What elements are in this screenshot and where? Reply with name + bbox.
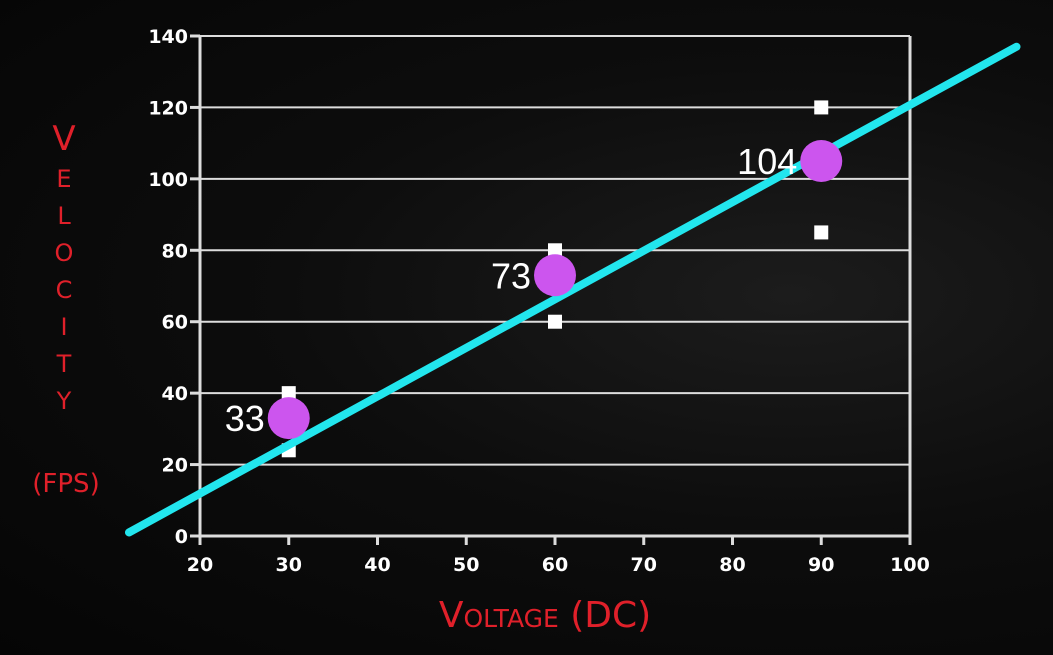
measurement-point-2 (548, 243, 562, 258)
x-tick-label-70: 70 (631, 554, 657, 576)
trendline-layer (125, 42, 1021, 537)
measurement-point-4 (814, 100, 829, 115)
average-label-0: 33 (225, 398, 265, 439)
y-tick-label-80: 80 (162, 240, 188, 262)
y-tick-label-140: 140 (148, 26, 188, 48)
y-axis-unit: (FPS) (32, 469, 99, 499)
y-tick-label-100: 100 (148, 169, 188, 191)
x-tick-label-30: 30 (276, 554, 302, 576)
x-tick-label-40: 40 (364, 554, 390, 576)
x-tick-label-60: 60 (542, 554, 568, 576)
x-tick-label-100: 100 (890, 554, 930, 576)
trendline (125, 42, 1021, 537)
average-point-0 (267, 397, 310, 440)
y-tick-label-40: 40 (162, 383, 188, 405)
average-point-1 (534, 254, 576, 297)
y-tick-label-0: 0 (175, 526, 188, 548)
measurement-point-3 (548, 314, 562, 329)
data-labels: 33 73 104 (225, 141, 798, 439)
average-label-1: 73 (491, 255, 531, 296)
x-axis-title: Voltage (DC) (439, 595, 651, 636)
x-tick-label-20: 20 (187, 554, 213, 576)
y-tick-label-120: 120 (148, 97, 188, 119)
x-tick-label-80: 80 (719, 554, 745, 576)
measurement-point-5 (814, 225, 829, 240)
x-tick-label-50: 50 (453, 554, 479, 576)
average-markers (267, 140, 843, 440)
y-tick-label-20: 20 (162, 455, 188, 477)
average-point-2 (800, 140, 843, 182)
y-tick-label-60: 60 (162, 312, 188, 334)
measurement-point-0 (281, 386, 296, 401)
average-label-2: 104 (737, 141, 797, 182)
x-tick-label-90: 90 (808, 554, 834, 576)
tick-labels: 0 20 40 60 80 100 120 140 20 30 40 50 60 70 80 90 100 (148, 26, 930, 576)
grid (190, 34, 912, 545)
